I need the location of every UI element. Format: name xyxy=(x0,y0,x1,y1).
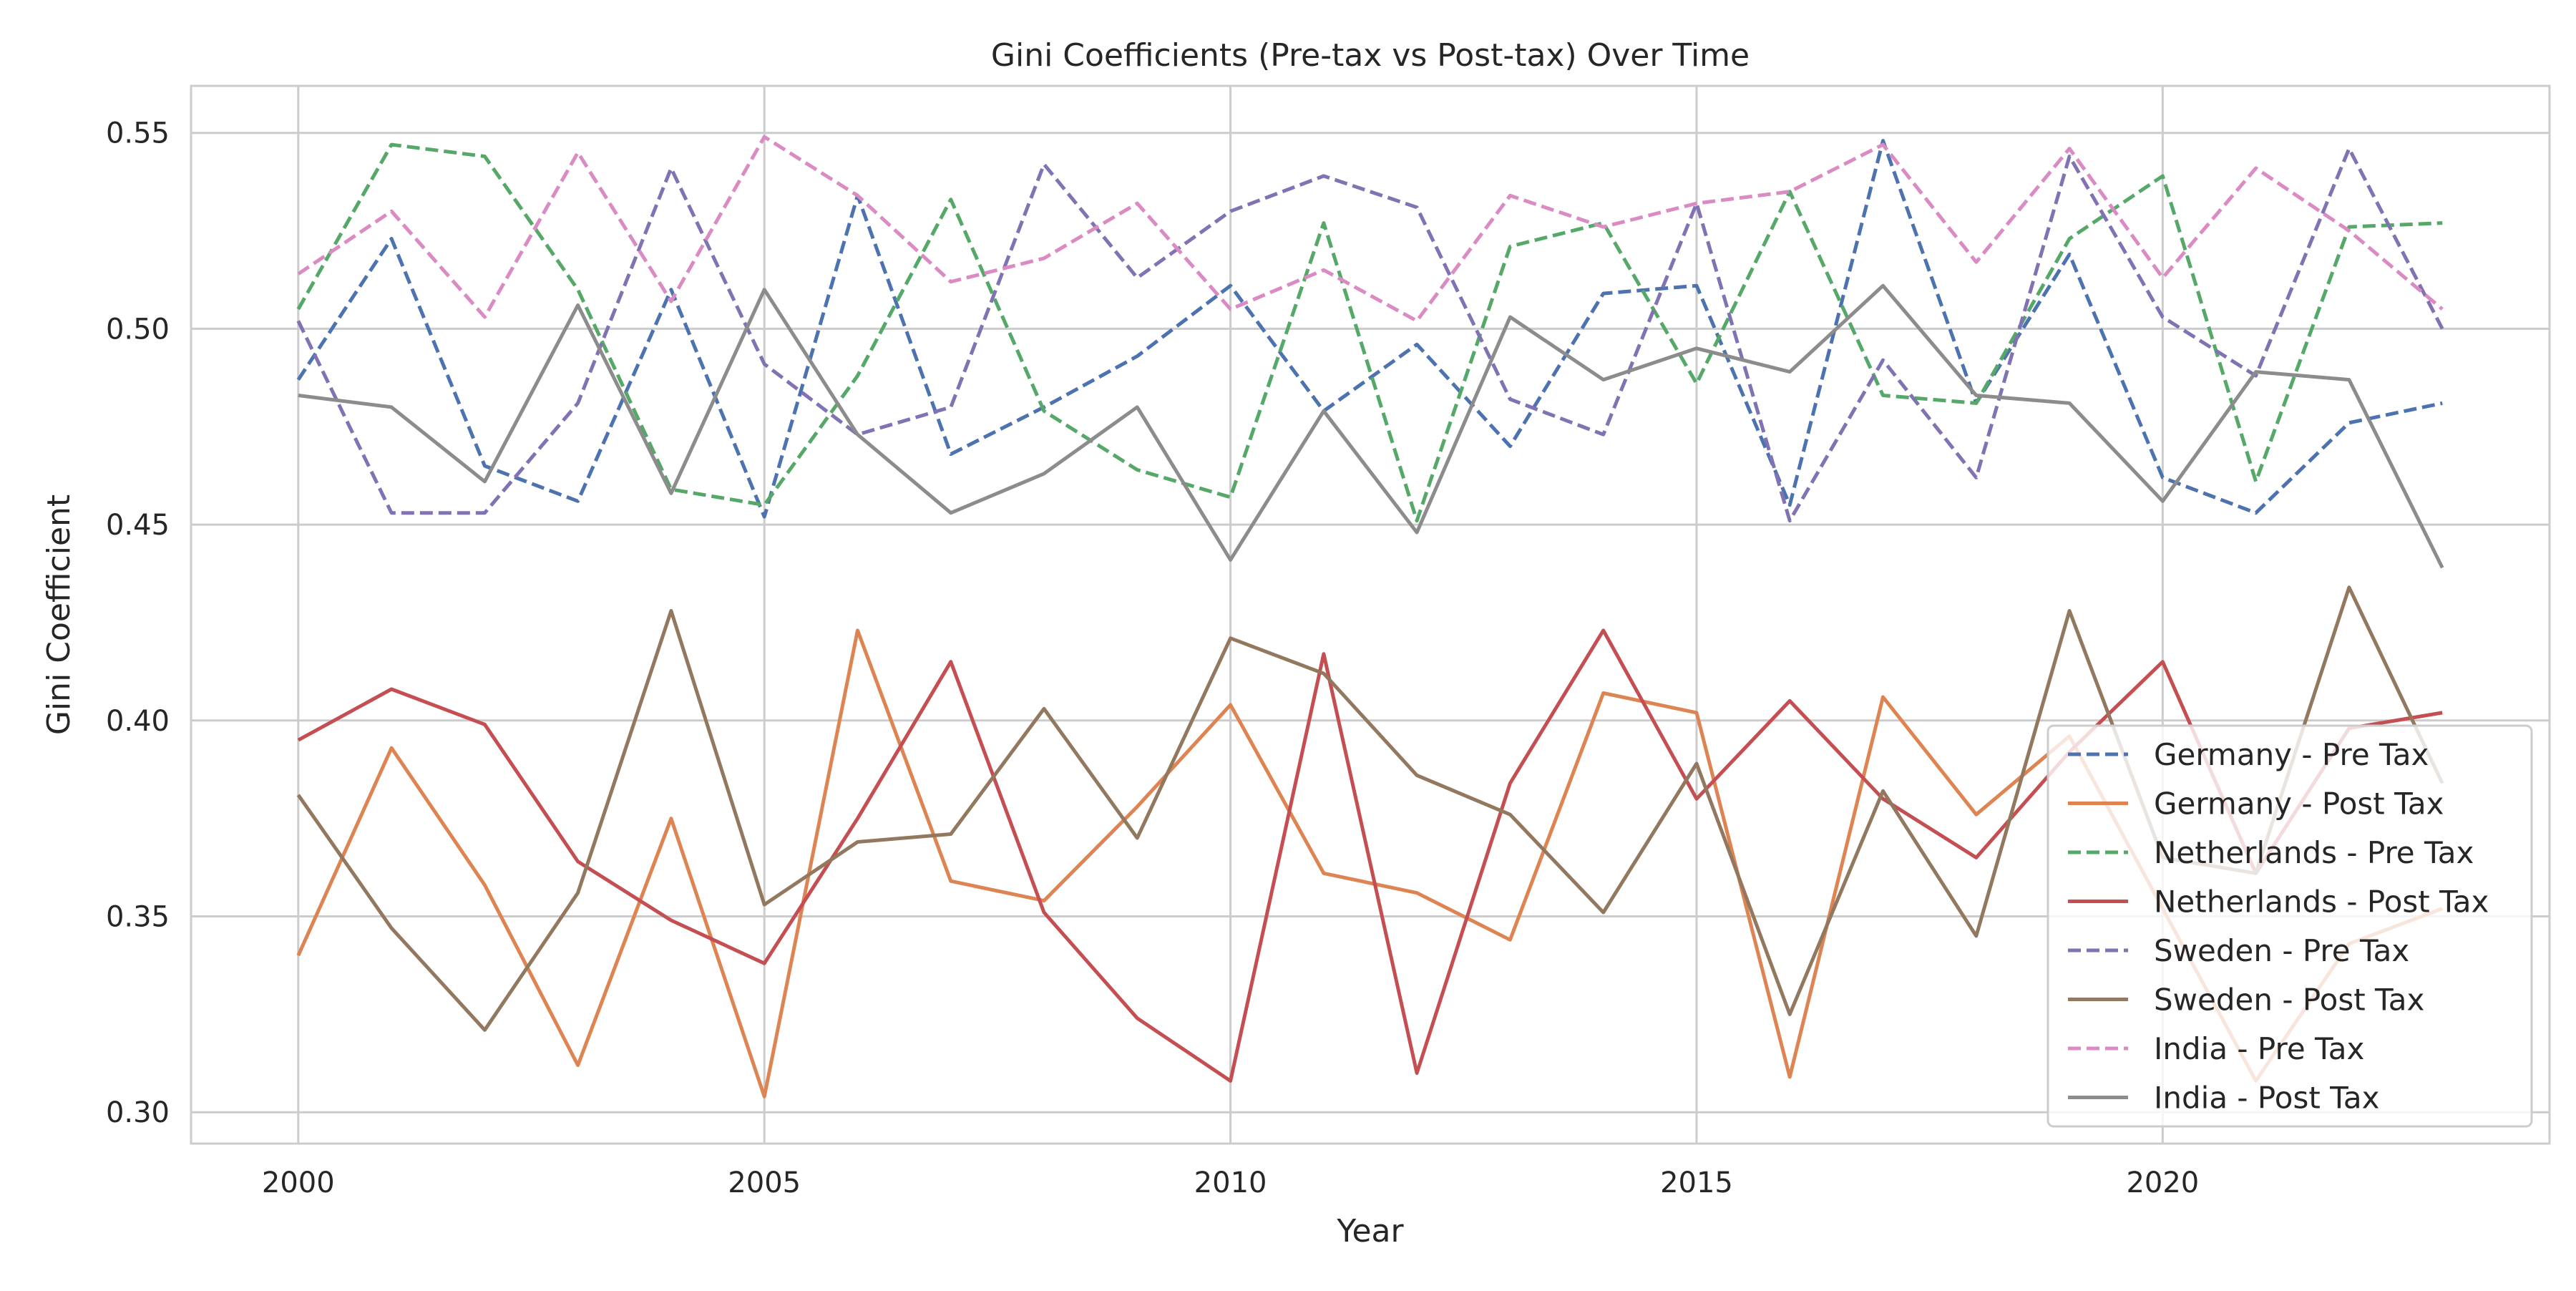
legend: Germany - Pre Tax Germany - Post Tax Nethe… xyxy=(2046,724,2533,1128)
x-tick-label: 2020 xyxy=(2126,1166,2199,1199)
legend-label: Netherlands - Post Tax xyxy=(2154,885,2489,920)
chart-title: Gini Coefficients (Pre-tax vs Post-tax) … xyxy=(991,37,1750,74)
series-line xyxy=(296,139,2443,519)
series-line xyxy=(297,135,2444,323)
series-line xyxy=(298,283,2444,569)
x-tick-label: 2010 xyxy=(1194,1166,1267,1199)
y-axis-label: Gini Coefficient xyxy=(41,495,77,735)
y-tick-label: 0.55 xyxy=(106,117,170,150)
x-tick-label: 2005 xyxy=(728,1166,801,1199)
x-tick-label: 2000 xyxy=(262,1166,335,1199)
legend-label: Germany - Pre Tax xyxy=(2154,737,2429,772)
y-tick-label: 0.50 xyxy=(106,313,170,346)
legend-label: India - Pre Tax xyxy=(2154,1031,2364,1066)
series-line xyxy=(296,142,2443,523)
y-tick-label: 0.35 xyxy=(106,901,170,934)
legend-label: Sweden - Post Tax xyxy=(2154,983,2424,1018)
x-tick-label: 2015 xyxy=(1660,1166,1733,1199)
plot-frame xyxy=(190,84,2551,1145)
legend-label: Sweden - Pre Tax xyxy=(2154,933,2409,968)
series-line xyxy=(296,147,2444,523)
y-tick-label: 0.30 xyxy=(106,1096,170,1129)
series-line xyxy=(296,585,2444,1032)
legend-box xyxy=(2046,724,2533,1128)
legend-label: Germany - Post Tax xyxy=(2154,786,2444,822)
y-tick-label: 0.40 xyxy=(106,705,170,738)
y-tick-label: 0.45 xyxy=(106,509,170,542)
tick-labels: 2000 2005 2010 2015 2020 0.30 0.35 0.40 0.45 0.50… xyxy=(106,117,2199,1199)
legend-label: Netherlands - Pre Tax xyxy=(2154,835,2474,870)
legend-label: India - Post Tax xyxy=(2154,1081,2379,1116)
x-axis-label: Year xyxy=(1336,1213,1404,1249)
